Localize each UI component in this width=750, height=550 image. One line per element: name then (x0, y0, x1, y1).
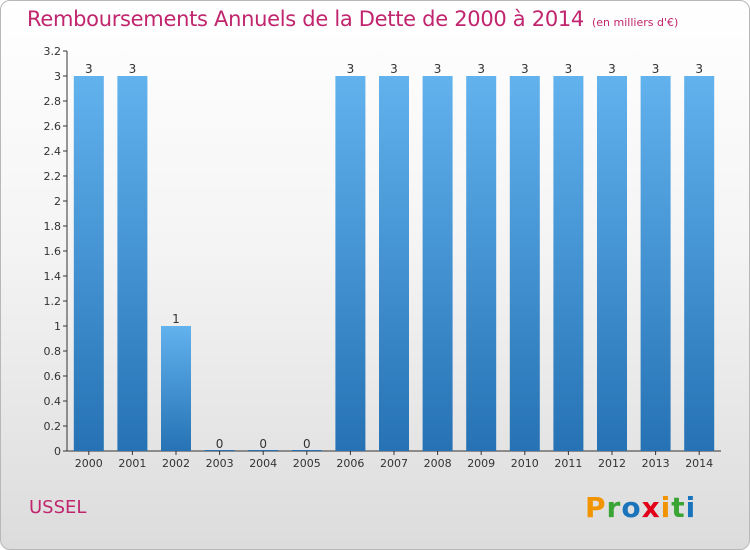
logo-letter: r (606, 491, 622, 524)
x-tick-label: 2009 (467, 457, 495, 470)
bar-2003 (204, 450, 235, 451)
bar-2013 (640, 76, 671, 451)
data-labels: 3 3 1 0 0 0 3 3 3 3 3 3 3 3 3 (85, 62, 703, 451)
logo-letter: i (685, 491, 697, 524)
bar-2011 (553, 76, 584, 451)
y-tick-label: 3 (54, 70, 61, 83)
data-label: 0 (216, 437, 224, 451)
x-tick-label: 2012 (598, 457, 626, 470)
chart-title-text: Remboursements Annuels de la Dette de 20… (27, 7, 584, 31)
y-tick-label: 1.6 (44, 245, 62, 258)
data-label: 3 (565, 62, 573, 76)
data-label: 3 (129, 62, 137, 76)
chart-unit-label: (en milliers d'€) (592, 16, 679, 29)
x-tick-label: 2005 (293, 457, 321, 470)
data-label: 3 (347, 62, 355, 76)
y-tick-label: 2.8 (44, 95, 62, 108)
data-label: 3 (477, 62, 485, 76)
x-tick-label: 2006 (336, 457, 364, 470)
bar-2009 (466, 76, 497, 451)
axes: 0 0.2 0.4 0.6 0.8 1 1.2 1.4 1.6 1.8 2 2.2 2.4 2.6 2.8 3… (44, 45, 721, 470)
data-label: 3 (695, 62, 703, 76)
x-tick-label: 2004 (249, 457, 277, 470)
chart-title: Remboursements Annuels de la Dette de 20… (27, 7, 678, 31)
y-tick-label: 1 (54, 320, 61, 333)
data-label: 1 (172, 312, 180, 326)
bar-2001 (117, 76, 148, 451)
bar-2002 (161, 326, 191, 451)
x-tick-label: 2000 (75, 457, 103, 470)
bar-2014 (684, 76, 715, 451)
logo-letter: o (621, 491, 642, 524)
bars (73, 76, 715, 451)
logo-letter: i (660, 491, 672, 524)
x-tick-label: 2008 (424, 457, 452, 470)
bar-2007 (379, 76, 409, 451)
data-label: 3 (521, 62, 529, 76)
y-tick-label: 2.4 (44, 145, 62, 158)
proxiti-logo[interactable]: Proxiti (585, 491, 696, 524)
bar-2000 (73, 76, 104, 451)
y-tick-label: 0 (54, 445, 61, 458)
y-tick-label: 0.4 (44, 395, 62, 408)
bar-2004 (248, 450, 279, 451)
y-tick-label: 0.8 (44, 345, 62, 358)
logo-letter: x (641, 491, 661, 524)
x-tick-label: 2013 (642, 457, 670, 470)
y-tick-label: 2.2 (44, 170, 62, 183)
y-tick-label: 2.6 (44, 120, 62, 133)
x-tick-label: 2010 (511, 457, 539, 470)
x-tick-label: 2014 (685, 457, 713, 470)
y-tick-label: 3.2 (44, 45, 62, 58)
data-label: 3 (85, 62, 93, 76)
bar-2008 (422, 76, 453, 451)
data-label: 3 (608, 62, 616, 76)
logo-letter: P (585, 491, 607, 524)
bar-2006 (335, 76, 366, 451)
commune-name: USSEL (29, 497, 87, 518)
bar-2012 (597, 76, 627, 451)
bar-2005 (291, 450, 322, 451)
bar-2010 (509, 76, 540, 451)
x-tick-label: 2001 (118, 457, 146, 470)
x-tick-label: 2007 (380, 457, 408, 470)
data-label: 0 (303, 437, 311, 451)
data-label: 0 (259, 437, 267, 451)
logo-letter: t (671, 491, 686, 524)
y-tick-label: 0.6 (44, 370, 62, 383)
y-tick-label: 1.2 (44, 295, 62, 308)
data-label: 3 (390, 62, 398, 76)
x-tick-label: 2003 (206, 457, 234, 470)
y-tick-label: 1.8 (44, 220, 62, 233)
x-tick-label: 2002 (162, 457, 190, 470)
y-tick-label: 0.2 (44, 420, 62, 433)
y-tick-label: 1.4 (44, 270, 62, 283)
y-tick-label: 2 (54, 195, 61, 208)
data-label: 3 (652, 62, 660, 76)
x-tick-label: 2011 (554, 457, 582, 470)
data-label: 3 (434, 62, 442, 76)
